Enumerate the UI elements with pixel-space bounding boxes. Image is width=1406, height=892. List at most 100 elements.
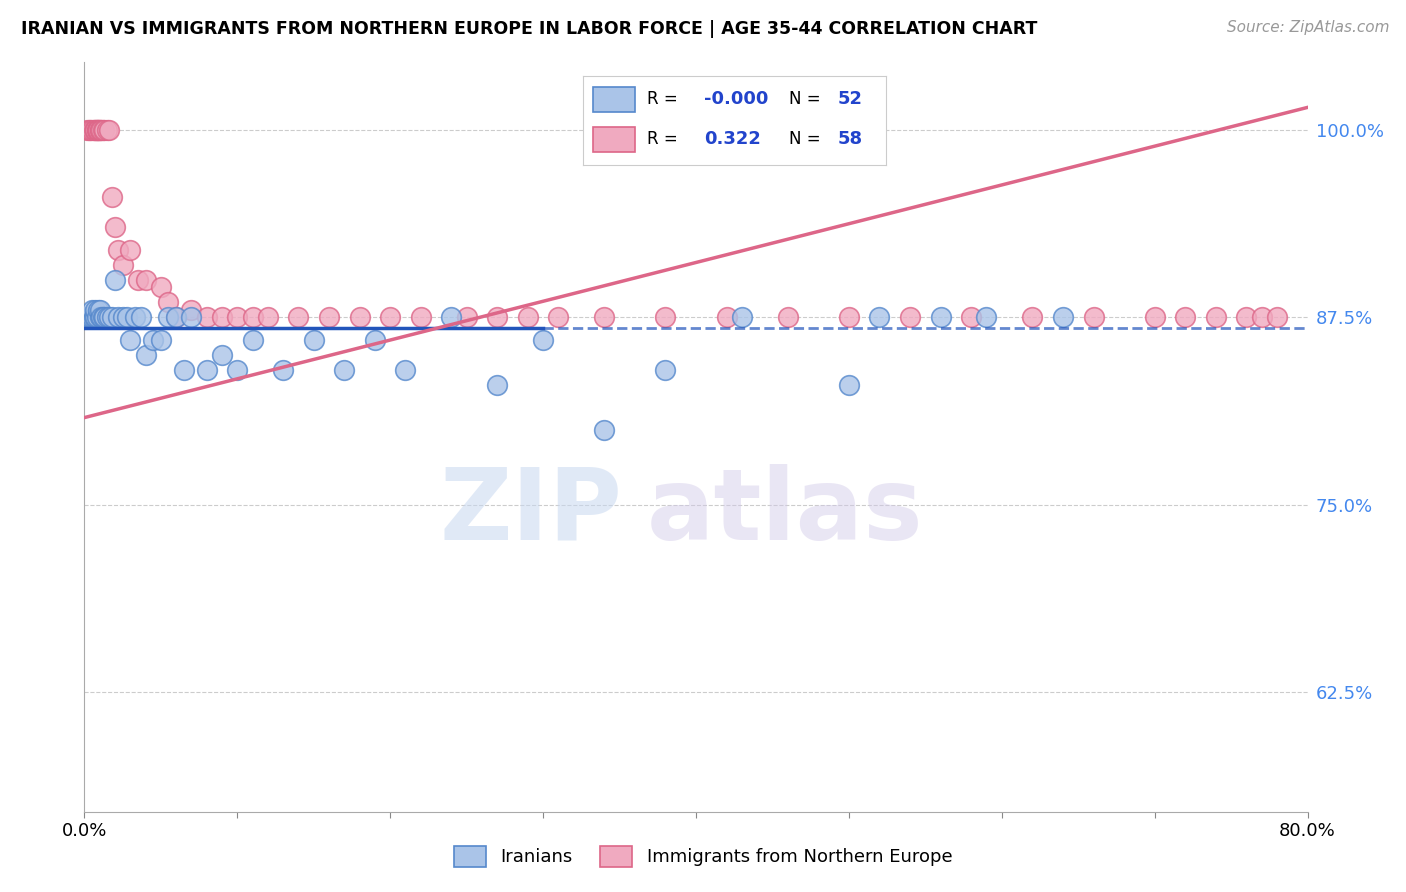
Point (107, 243, 129, 257)
Point (79, 310, 101, 325)
Point (1052, 310, 1074, 325)
Point (195, 310, 218, 325)
Point (77, 310, 100, 325)
Point (1083, 310, 1105, 325)
Point (86, 123, 108, 137)
Point (838, 310, 860, 325)
Point (242, 333, 264, 347)
Point (593, 310, 616, 325)
Point (180, 302, 202, 317)
Point (349, 310, 371, 325)
Point (654, 310, 676, 325)
Text: R =: R = (647, 130, 678, 148)
Point (180, 310, 202, 325)
Point (165, 310, 187, 325)
Point (394, 362, 416, 376)
Point (104, 273, 127, 287)
Text: 0.322: 0.322 (704, 130, 761, 148)
FancyBboxPatch shape (592, 87, 636, 112)
Point (79, 123, 101, 137)
Point (80, 123, 103, 137)
Point (101, 190, 124, 204)
Point (87, 123, 110, 137)
Point (776, 310, 799, 325)
Point (120, 333, 142, 347)
Point (91, 123, 114, 137)
Point (364, 333, 387, 347)
Point (380, 310, 402, 325)
Point (547, 310, 569, 325)
Point (86, 310, 108, 325)
Point (976, 310, 998, 325)
Point (654, 362, 676, 376)
Point (302, 333, 325, 347)
Point (271, 362, 294, 376)
Point (1174, 310, 1197, 325)
Point (409, 310, 432, 325)
Point (104, 220, 127, 235)
Point (135, 348, 157, 362)
Point (226, 310, 249, 325)
Point (318, 310, 340, 325)
Point (242, 310, 264, 325)
Point (101, 310, 124, 325)
Point (96, 123, 118, 137)
Point (84, 123, 107, 137)
Point (89, 310, 111, 325)
Point (90, 310, 112, 325)
Text: 52: 52 (838, 90, 862, 108)
Point (226, 362, 249, 376)
Point (96, 310, 118, 325)
Point (1265, 310, 1288, 325)
Point (149, 333, 172, 347)
Text: R =: R = (647, 90, 678, 108)
Point (716, 310, 738, 325)
Point (486, 377, 509, 392)
Legend: Iranians, Immigrants from Northern Europe: Iranians, Immigrants from Northern Europ… (446, 838, 960, 874)
Point (111, 310, 134, 325)
Text: N =: N = (789, 90, 821, 108)
Point (960, 310, 983, 325)
Text: IRANIAN VS IMMIGRANTS FROM NORTHERN EUROPE IN LABOR FORCE | AGE 35-44 CORRELATIO: IRANIAN VS IMMIGRANTS FROM NORTHERN EURO… (21, 20, 1038, 37)
Point (165, 310, 187, 325)
Point (516, 310, 538, 325)
Point (76, 310, 98, 325)
Point (111, 258, 134, 272)
Point (97, 123, 120, 137)
Point (1205, 310, 1227, 325)
Point (77, 123, 100, 137)
Point (120, 243, 142, 257)
Point (91, 310, 114, 325)
Point (456, 310, 478, 325)
FancyBboxPatch shape (592, 127, 636, 152)
Point (195, 362, 218, 376)
Point (731, 310, 754, 325)
Point (211, 348, 233, 362)
Point (333, 362, 356, 376)
Point (84, 310, 107, 325)
Point (1021, 310, 1043, 325)
Point (1236, 310, 1258, 325)
Point (93, 123, 115, 137)
Point (593, 423, 616, 437)
Point (90, 123, 112, 137)
Point (486, 310, 509, 325)
Point (142, 333, 165, 347)
Point (97, 310, 120, 325)
Point (869, 310, 891, 325)
Point (287, 310, 309, 325)
Point (84, 302, 107, 317)
Point (89, 302, 111, 317)
Point (1250, 310, 1272, 325)
Point (115, 310, 138, 325)
Point (86, 123, 108, 137)
Point (93, 310, 115, 325)
Point (87, 302, 110, 317)
Point (257, 310, 280, 325)
Point (838, 377, 860, 392)
Point (89, 123, 111, 137)
Point (80, 302, 103, 317)
Point (898, 310, 921, 325)
Point (129, 310, 152, 325)
Point (107, 310, 129, 325)
